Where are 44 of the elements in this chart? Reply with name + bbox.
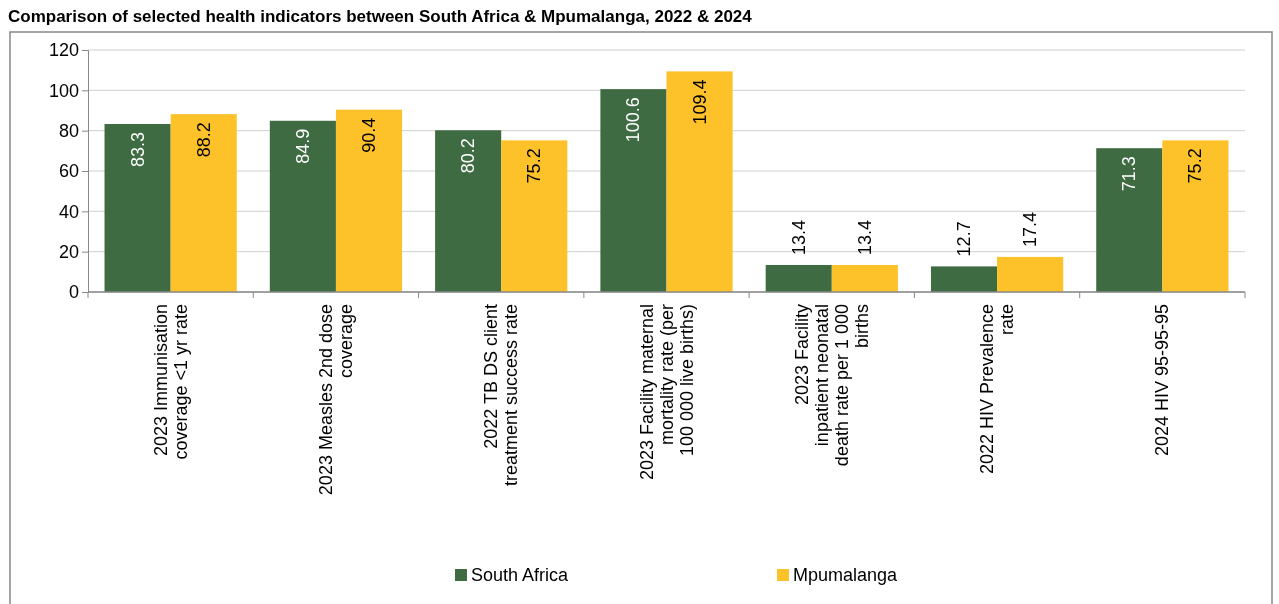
bar: [435, 130, 502, 292]
data-label: 83.3: [127, 132, 148, 168]
bar: [1096, 148, 1163, 292]
y-tick-label: 120: [48, 40, 79, 61]
x-tick-label: 2022 HIV Prevalence rate: [977, 304, 1018, 475]
x-tick-label: 2023 Measles 2nd dose coverage: [315, 304, 356, 496]
data-label: 90.4: [358, 117, 379, 153]
x-tick-label: 2023 Facility inpatient neonatal death rate per 1 000 births: [791, 304, 872, 467]
legend-label: Mpumalanga: [793, 565, 899, 585]
bar: [170, 114, 237, 292]
bar: [269, 120, 336, 292]
chart-title: Comparison of selected health indicators between South Africa & Mpumalanga, 2022 & 2024: [8, 7, 753, 26]
bar: [997, 256, 1064, 292]
data-label: 71.3: [1119, 156, 1140, 192]
y-tick-label: 20: [58, 241, 79, 262]
data-label: 75.2: [524, 148, 545, 184]
data-label: 80.2: [458, 138, 479, 174]
bar: [1162, 140, 1229, 292]
data-label: 84.9: [292, 128, 313, 164]
y-tick-label: 60: [58, 161, 79, 182]
y-tick-label: 40: [58, 201, 79, 222]
bar: [666, 71, 733, 292]
data-label: 100.6: [623, 97, 644, 143]
bar: [765, 264, 832, 292]
bar: [335, 109, 403, 292]
x-tick-label: 2024 HIV 95-95-95: [1152, 304, 1173, 457]
x-tick-label: 2023 Facility maternal mortality rate (per 100 000 live births): [636, 304, 697, 481]
bar: [930, 266, 998, 292]
bar: [501, 140, 568, 292]
y-tick-label: 0: [68, 282, 79, 303]
x-tick-label: 2023 Immunisation coverage <1 yr rate: [150, 304, 191, 460]
bar: [600, 89, 667, 292]
data-label: 75.2: [1185, 148, 1206, 184]
data-label: 12.7: [954, 221, 975, 257]
y-tick-label: 80: [58, 120, 79, 141]
bar: [831, 264, 898, 292]
data-label: 109.4: [689, 79, 710, 125]
data-label: 88.2: [193, 122, 214, 158]
bar: [104, 124, 171, 292]
data-label: 13.4: [788, 219, 809, 255]
legend-label: South Africa: [471, 565, 570, 585]
data-label: 13.4: [854, 219, 875, 255]
y-tick-label: 100: [48, 80, 79, 101]
data-label: 17.4: [1020, 211, 1041, 247]
